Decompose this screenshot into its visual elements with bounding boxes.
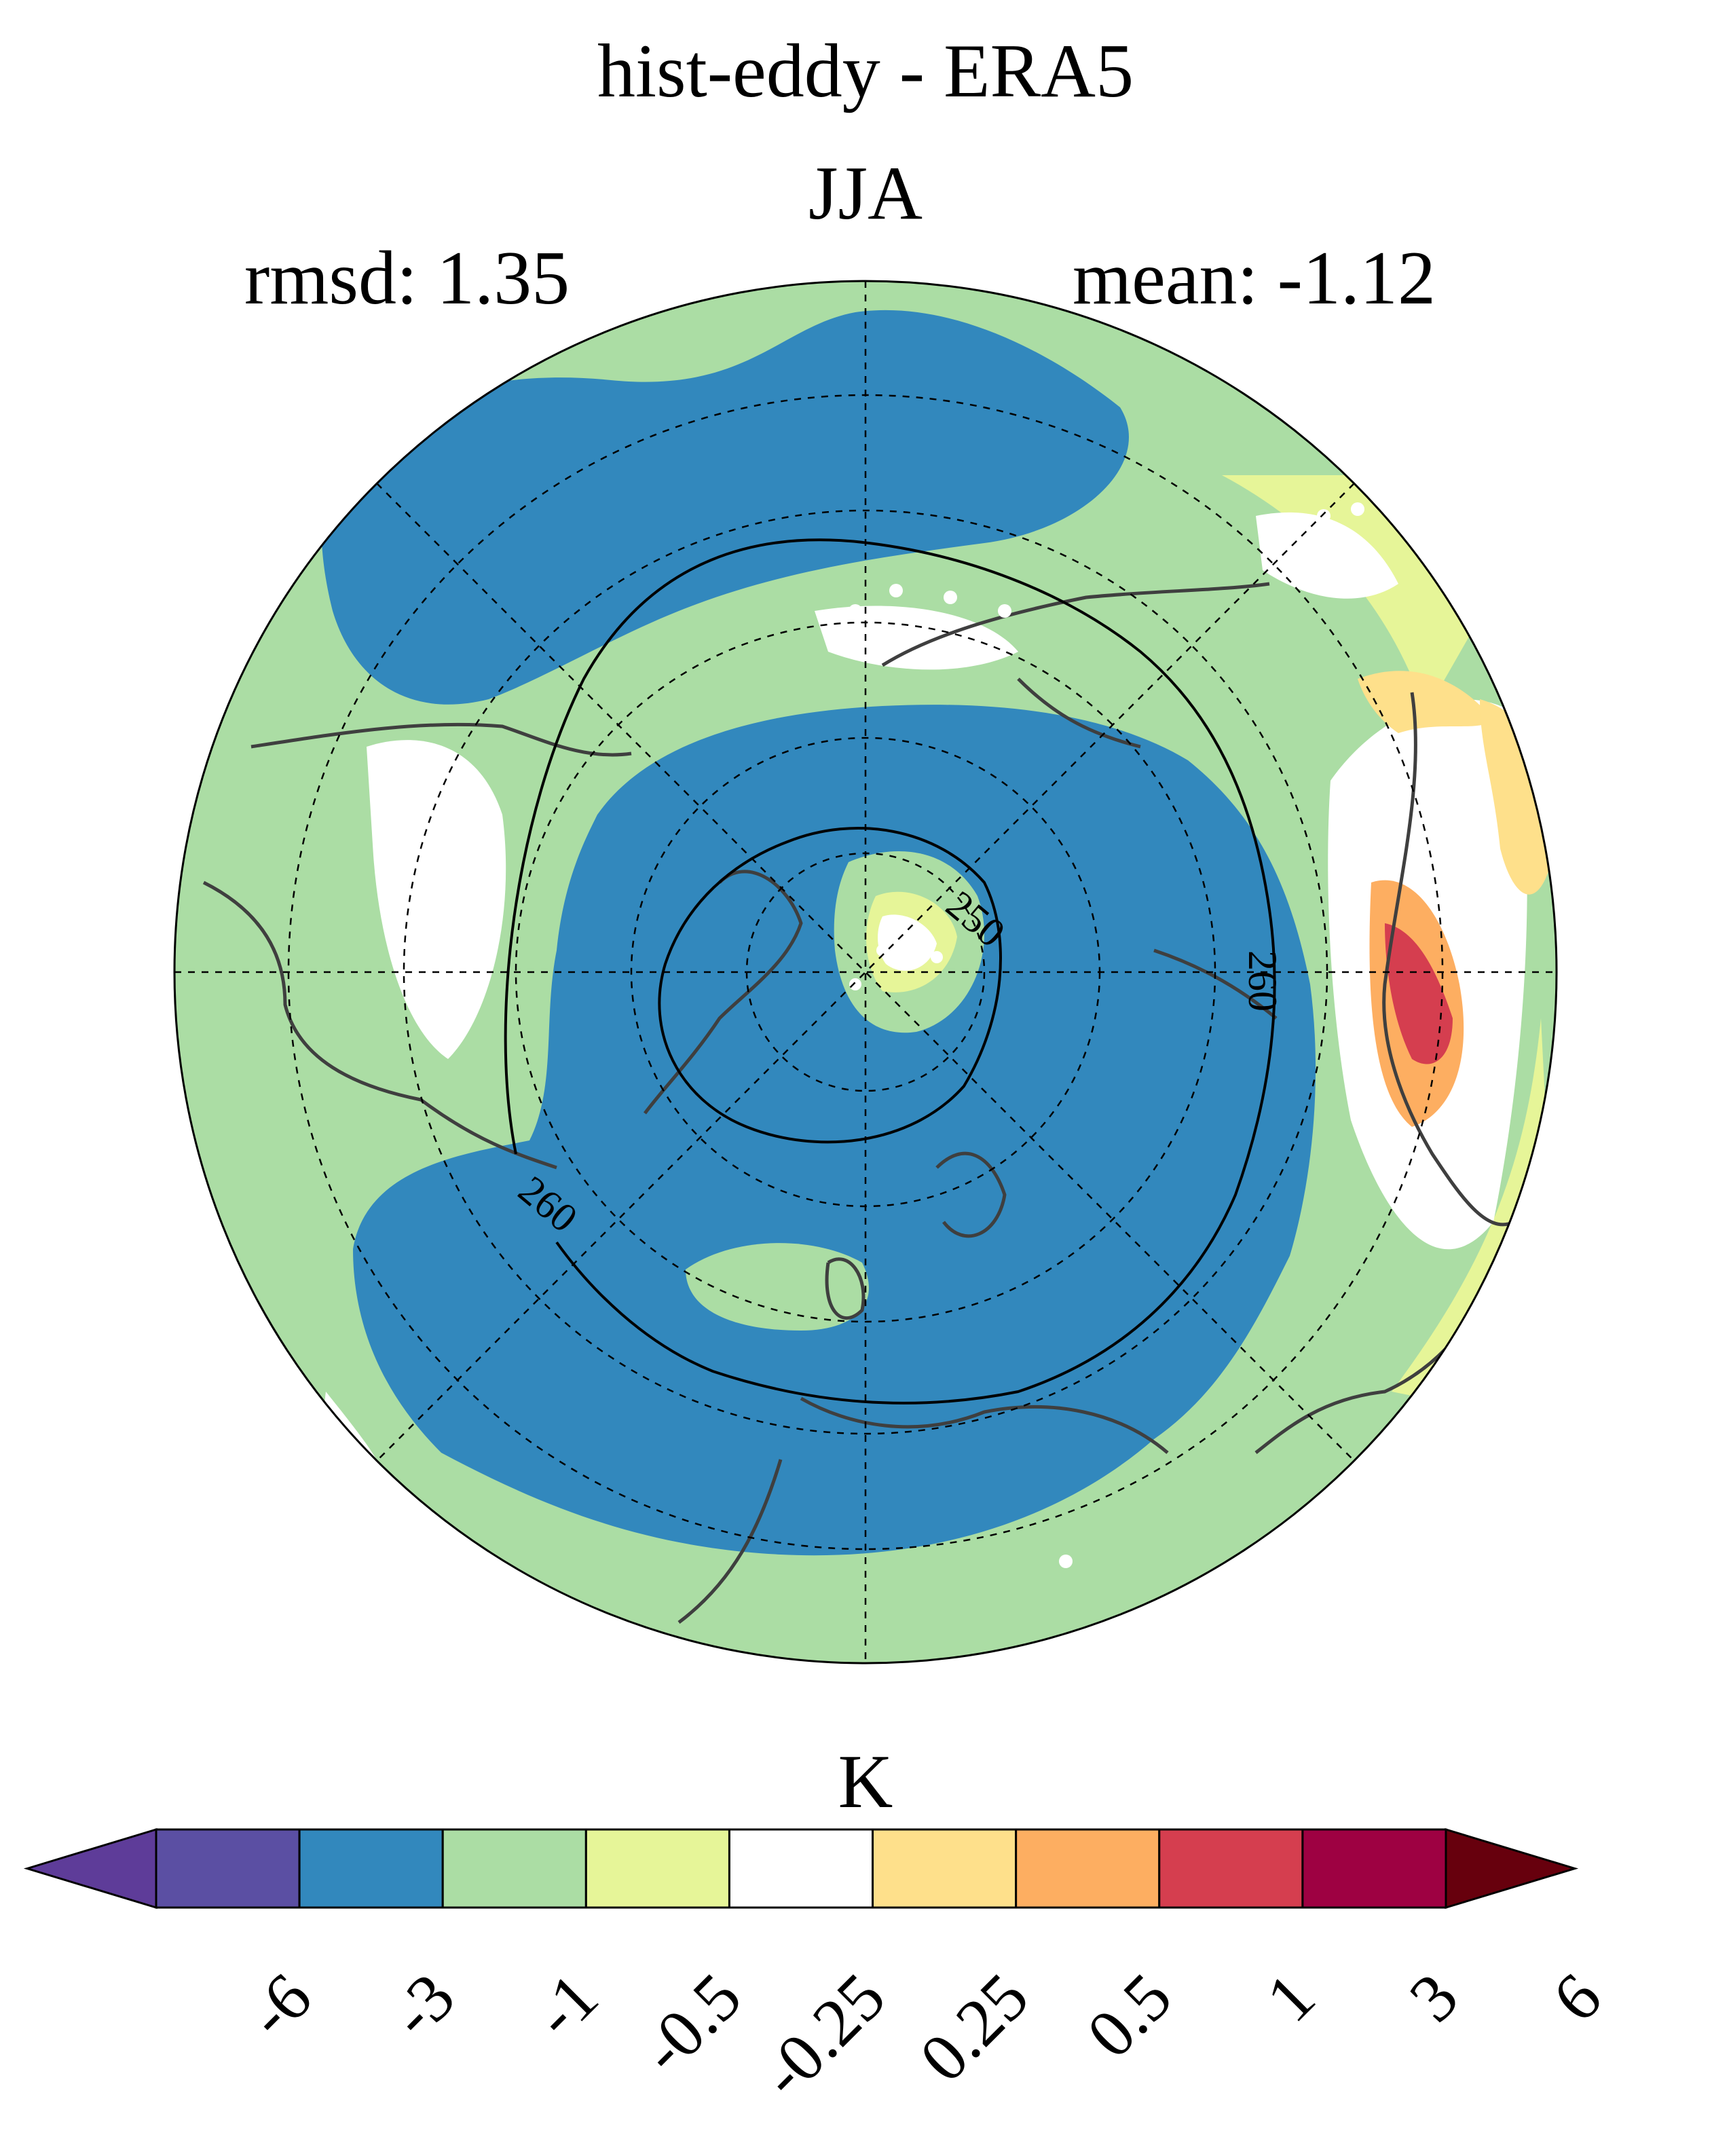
plot-title: hist-eddy - ERA5: [597, 29, 1134, 113]
significance-stipples: [415, 502, 1364, 1568]
stipple-dot: [910, 931, 923, 943]
graticule: [174, 281, 1557, 1663]
rmsd-label: rmsd: 1.35: [244, 236, 570, 320]
mean-label: mean: -1.12: [1073, 236, 1436, 320]
coastline-north-america: [202, 880, 557, 1170]
field-white-greenland-west: [367, 740, 506, 1059]
map-border: [173, 280, 1558, 1665]
field-blue-arctic: [353, 705, 1316, 1556]
field-warm-northeast: [1358, 671, 1493, 733]
colorbar-box: [1015, 1828, 1161, 1909]
contours: [504, 538, 1276, 1405]
colorbar-box: [1301, 1828, 1447, 1909]
field-blue-north-pacific: [321, 310, 1130, 705]
stipple-dot: [1059, 1555, 1073, 1568]
colorbar-box: [155, 1828, 301, 1909]
stipple-dot: [415, 985, 427, 997]
colorbar-box: [441, 1828, 587, 1909]
colorbar-box: [584, 1828, 730, 1909]
colorbar-box: [1158, 1828, 1304, 1909]
coastline-africa: [677, 1459, 783, 1624]
coastline-alaska: [250, 722, 632, 757]
field-green-atlantic: [686, 1243, 869, 1331]
stipple-dot: [904, 958, 916, 970]
stipple-dot: [1317, 509, 1330, 523]
coastline-siberia: [881, 582, 1270, 667]
stipple-dot: [889, 584, 903, 597]
latitude-circle: [403, 509, 1328, 1435]
contour-250: [658, 827, 1002, 1144]
season-label: JJA: [808, 151, 923, 236]
stipple-dot: [998, 604, 1011, 618]
field-red-east: [1385, 923, 1453, 1064]
colorbar-box: [298, 1828, 444, 1909]
stipple-dot: [849, 978, 861, 990]
stipple-dot: [931, 951, 943, 963]
field-white-northeast: [1256, 512, 1398, 599]
stipple-dot: [821, 618, 835, 631]
stipple-dot: [944, 591, 957, 604]
polar-map: 250 260 260: [173, 280, 1558, 1665]
colorbar-boxes: [23, 1827, 1579, 1910]
coastline-east-siberia: [1017, 677, 1141, 749]
stipple-dot: [890, 917, 902, 929]
colorbar-units-label: K: [838, 1740, 893, 1824]
colorbar-box: [728, 1828, 874, 1909]
colorbar-max-triangle: [1445, 1827, 1579, 1910]
stipple-dot: [1351, 502, 1364, 516]
contour-260: [504, 538, 1276, 1405]
stipple-dot: [876, 944, 889, 956]
map-fill: [174, 281, 1557, 1663]
coastline-east-asia: [1382, 692, 1515, 1227]
coastline-mediterranean: [800, 1396, 1169, 1454]
stipple-dot: [1283, 516, 1297, 529]
coastline-british-isles: [825, 1257, 866, 1320]
colorbar-min-triangle: [23, 1827, 157, 1910]
field-white-pole: [878, 914, 937, 971]
coastline-scandinavia: [935, 1151, 1007, 1238]
stipple-dot: [849, 604, 862, 618]
colorbar-box: [872, 1828, 1018, 1909]
contour-label-260-east: 260: [1240, 950, 1285, 1011]
stipple-dot: [435, 1019, 447, 1031]
